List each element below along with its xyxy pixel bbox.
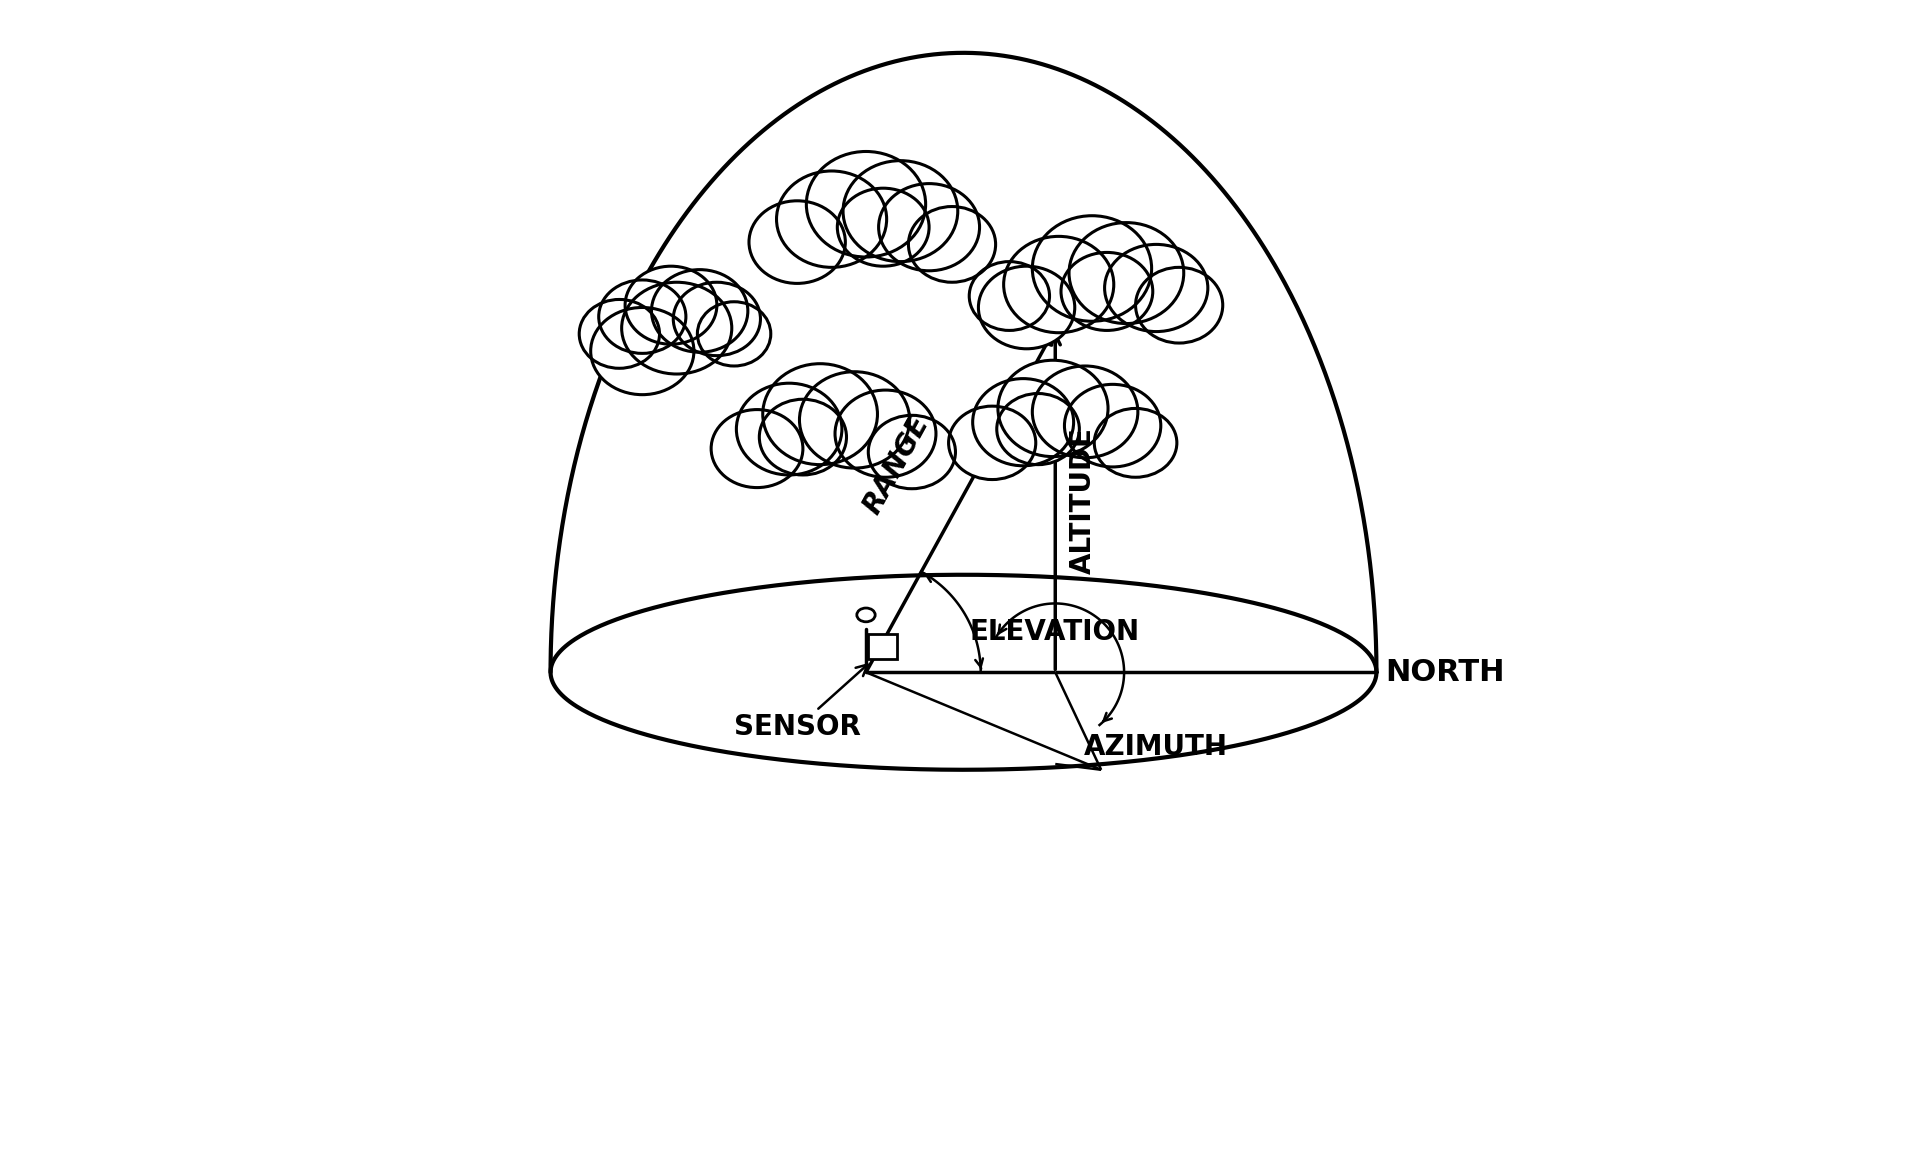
Ellipse shape: [1004, 237, 1114, 333]
Ellipse shape: [979, 266, 1075, 348]
Ellipse shape: [580, 300, 659, 368]
Ellipse shape: [842, 160, 958, 261]
Text: NORTH: NORTH: [1386, 658, 1505, 687]
Ellipse shape: [858, 608, 875, 622]
Ellipse shape: [1135, 267, 1224, 342]
Ellipse shape: [592, 308, 694, 395]
Ellipse shape: [1033, 366, 1137, 457]
Ellipse shape: [1033, 216, 1152, 322]
Ellipse shape: [711, 410, 804, 488]
Ellipse shape: [759, 399, 846, 475]
Ellipse shape: [800, 372, 910, 468]
Ellipse shape: [624, 266, 717, 344]
Ellipse shape: [908, 207, 996, 282]
Ellipse shape: [777, 171, 886, 267]
Ellipse shape: [1062, 252, 1152, 331]
Ellipse shape: [1095, 409, 1177, 477]
Text: ALTITUDE: ALTITUDE: [1069, 427, 1096, 574]
Ellipse shape: [736, 383, 842, 475]
Text: AZIMUTH: AZIMUTH: [1085, 733, 1227, 760]
Ellipse shape: [996, 394, 1079, 464]
Ellipse shape: [750, 201, 846, 283]
Ellipse shape: [1064, 384, 1160, 467]
Text: ELEVATION: ELEVATION: [969, 618, 1139, 647]
Text: SENSOR: SENSOR: [734, 664, 867, 742]
Ellipse shape: [879, 183, 979, 271]
Ellipse shape: [805, 151, 925, 257]
Ellipse shape: [1104, 245, 1208, 332]
Ellipse shape: [834, 390, 937, 477]
Ellipse shape: [838, 188, 929, 266]
Ellipse shape: [1069, 223, 1183, 324]
Ellipse shape: [599, 280, 686, 353]
Ellipse shape: [622, 282, 732, 374]
Ellipse shape: [973, 378, 1073, 466]
Ellipse shape: [948, 406, 1037, 479]
Ellipse shape: [698, 302, 771, 366]
Text: RANGE: RANGE: [859, 411, 935, 519]
Ellipse shape: [651, 269, 748, 352]
Ellipse shape: [998, 360, 1108, 456]
Ellipse shape: [969, 261, 1050, 331]
Ellipse shape: [673, 282, 761, 355]
FancyBboxPatch shape: [869, 634, 896, 659]
Ellipse shape: [763, 363, 877, 464]
Ellipse shape: [869, 416, 956, 489]
